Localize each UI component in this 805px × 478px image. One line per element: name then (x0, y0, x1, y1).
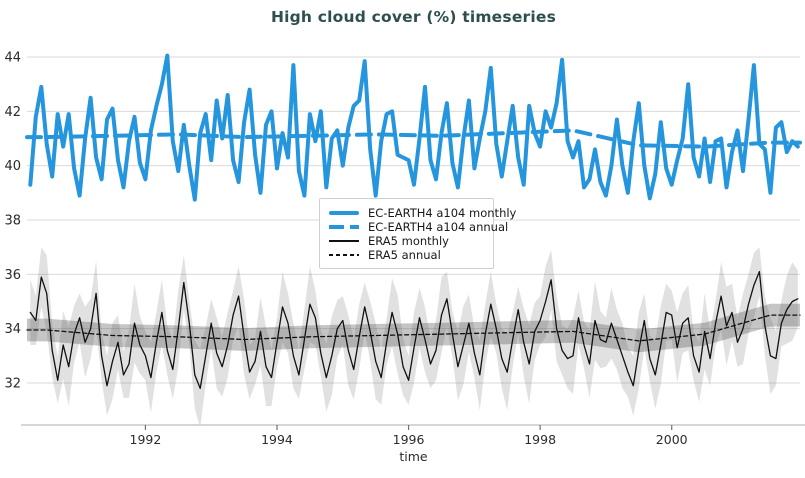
y-tick-label-34: 34 (4, 322, 21, 337)
black-dashed-line-sample (329, 254, 359, 256)
y-tick-label-44: 44 (4, 51, 21, 66)
black-solid-line-sample (329, 240, 359, 242)
legend-item-era5-annual: ERA5 annual (329, 248, 484, 262)
legend-item-era5-monthly: ERA5 monthly (329, 234, 484, 248)
x-tick-label-1998: 1998 (524, 432, 556, 447)
x-axis-title: time (399, 449, 428, 464)
y-tick-label-40: 40 (4, 159, 21, 174)
legend-label-ecearth-annual: EC-EARTH4 a104 annual (368, 220, 509, 234)
y-tick-label-38: 38 (4, 214, 21, 229)
legend-label-era5-annual: ERA5 annual (368, 248, 441, 262)
blue-solid-line-sample (329, 211, 359, 215)
x-tick-label-1996: 1996 (393, 432, 425, 447)
legend-label-era5-monthly: ERA5 monthly (368, 234, 449, 248)
legend: EC-EARTH4 a104 monthly EC-EARTH4 a104 an… (319, 198, 516, 269)
y-tick-label-32: 32 (4, 377, 21, 392)
legend-item-ecearth-annual: EC-EARTH4 a104 annual (329, 220, 508, 234)
chart-title: High cloud cover (%) timeseries (270, 8, 557, 26)
legend-label-ecearth-monthly: EC-EARTH4 a104 monthly (368, 206, 517, 220)
series-ecearth-monthly (28, 53, 800, 202)
x-tick-label-2000: 2000 (656, 432, 688, 447)
y-tick-label-42: 42 (4, 105, 21, 120)
series-era5-annual (26, 314, 801, 342)
x-tick-label-1994: 1994 (261, 432, 293, 447)
legend-item-ecearth-monthly: EC-EARTH4 a104 monthly (329, 206, 516, 220)
blue-dashed-line-sample (329, 225, 359, 229)
y-tick-label-36: 36 (4, 268, 21, 283)
series-era5-monthly (29, 270, 799, 390)
band-era5-monthly-spread (30, 247, 798, 428)
x-tick-label-1992: 1992 (130, 432, 162, 447)
